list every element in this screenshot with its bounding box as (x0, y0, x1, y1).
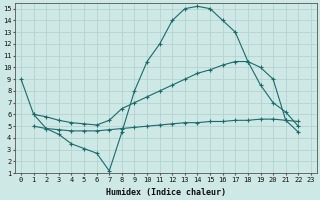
X-axis label: Humidex (Indice chaleur): Humidex (Indice chaleur) (106, 188, 226, 197)
